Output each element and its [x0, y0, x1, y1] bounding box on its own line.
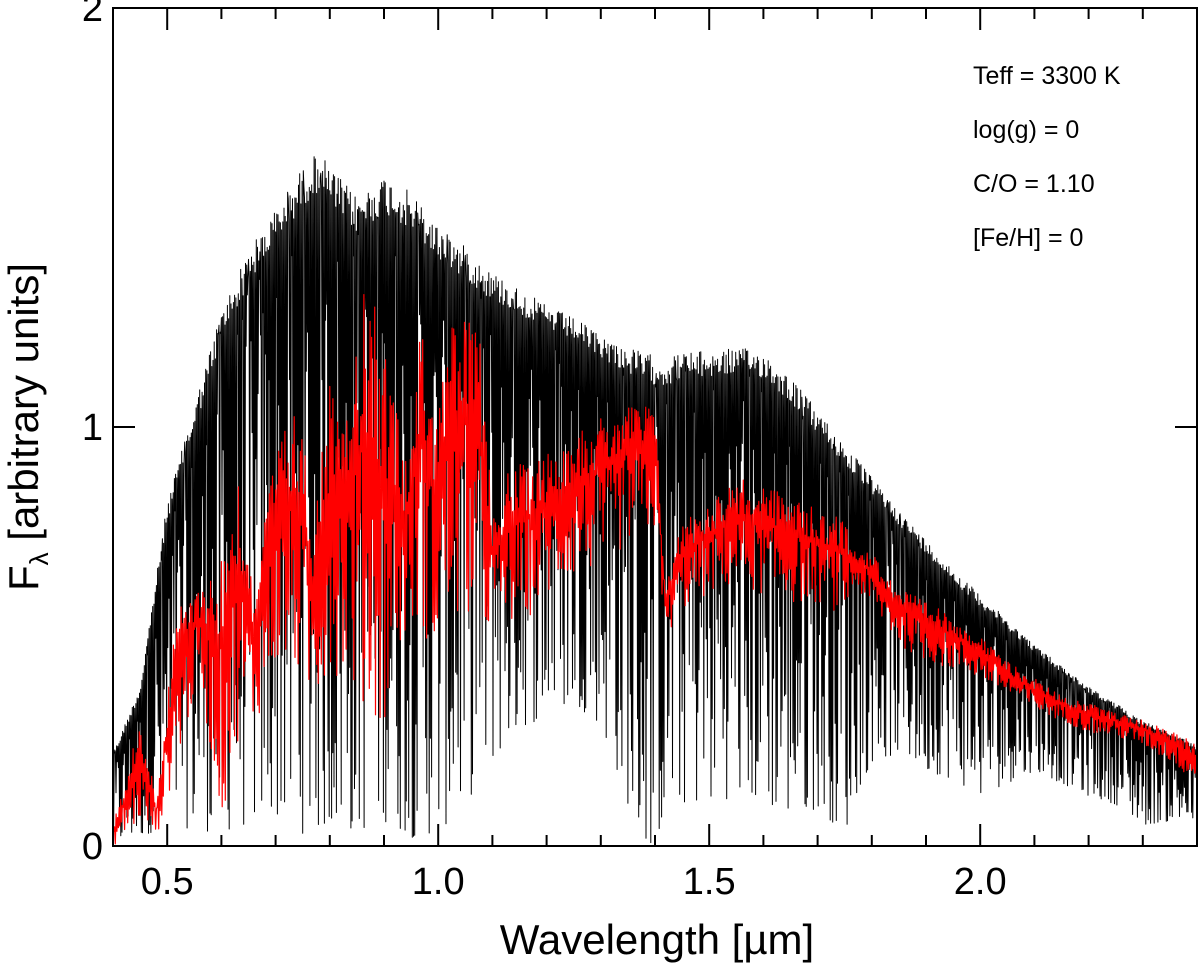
- x-axis-label: Wavelength [µm]: [500, 916, 814, 963]
- y-tick-label: 2: [82, 0, 103, 30]
- x-tick-label: 1.5: [683, 861, 736, 903]
- x-tick-label: 0.5: [141, 861, 194, 903]
- annotation-logg: log(g) = 0: [973, 116, 1079, 144]
- y-axis-label-main: F: [0, 565, 47, 591]
- y-tick-label: 0: [82, 826, 103, 868]
- spectrum-line-red: [113, 294, 1197, 845]
- parameter-annotations: Teff = 3300 K log(g) = 0 C/O = 1.10 [Fe/…: [973, 62, 1121, 252]
- plot-series: [113, 156, 1197, 845]
- axis-ticks: 0.5 1.0 1.5 2.0 0 1 2: [82, 0, 1198, 903]
- annotation-fe-h: [Fe/H] = 0: [973, 224, 1083, 252]
- y-axis-label-rest: [arbitrary units]: [0, 263, 47, 552]
- annotation-teff: Teff = 3300 K: [973, 62, 1121, 90]
- spectrum-line-black: [113, 156, 1197, 844]
- x-tick-label: 2.0: [954, 861, 1007, 903]
- y-axis-label: Fλ [arbitrary units]: [0, 263, 54, 591]
- y-axis-label-sub: λ: [24, 552, 54, 565]
- y-tick-label: 1: [82, 407, 103, 449]
- annotation-c-o: C/O = 1.10: [973, 170, 1095, 198]
- x-tick-label: 1.0: [412, 861, 465, 903]
